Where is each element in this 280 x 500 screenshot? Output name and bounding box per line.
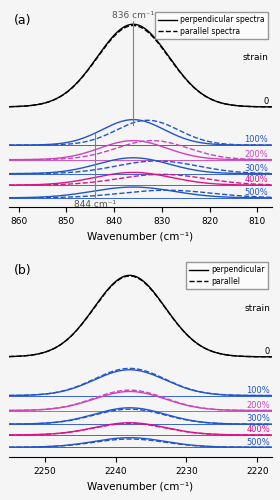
Text: 0: 0 <box>265 347 270 356</box>
Legend: perpendicular, parallel: perpendicular, parallel <box>186 262 268 288</box>
Text: 100%: 100% <box>244 136 268 144</box>
Text: strain: strain <box>242 54 268 62</box>
Text: strain: strain <box>244 304 270 312</box>
Text: 400%: 400% <box>246 426 270 434</box>
Text: 0: 0 <box>263 98 268 106</box>
Text: 500%: 500% <box>244 188 268 197</box>
Text: (b): (b) <box>14 264 32 278</box>
Text: 300%: 300% <box>244 164 268 173</box>
Text: 100%: 100% <box>246 386 270 395</box>
Text: 300%: 300% <box>246 414 270 424</box>
Text: (a): (a) <box>14 14 32 28</box>
Text: 500%: 500% <box>246 438 270 446</box>
X-axis label: Wavenumber (cm⁻¹): Wavenumber (cm⁻¹) <box>87 232 193 241</box>
Legend: perpendicular spectra, parallel spectra: perpendicular spectra, parallel spectra <box>155 12 268 38</box>
Text: 200%: 200% <box>246 401 270 410</box>
X-axis label: Wavenumber (cm⁻¹): Wavenumber (cm⁻¹) <box>87 482 193 492</box>
Text: 844 cm⁻¹: 844 cm⁻¹ <box>74 200 116 209</box>
Text: 200%: 200% <box>244 150 268 159</box>
Text: 400%: 400% <box>244 176 268 184</box>
Text: 836 cm⁻¹: 836 cm⁻¹ <box>112 11 154 20</box>
